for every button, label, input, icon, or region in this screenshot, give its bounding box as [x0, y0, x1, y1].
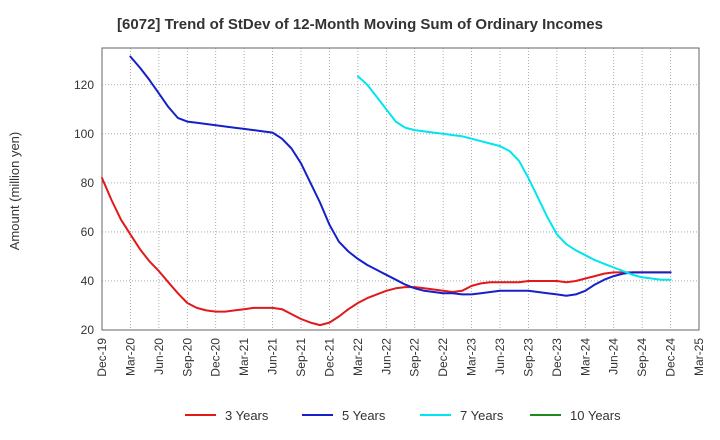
- x-tick-label: Sep-23: [521, 338, 535, 377]
- x-tick-label: Dec-24: [664, 338, 678, 377]
- x-tick-label: Mar-23: [465, 338, 479, 376]
- y-tick-label: 80: [81, 176, 95, 190]
- x-tick-label: Jun-21: [266, 338, 280, 375]
- series-layer: [101, 55, 672, 327]
- x-tick-label: Dec-20: [209, 338, 223, 377]
- series-line-7-years: [356, 75, 672, 281]
- x-tick-label: Dec-21: [322, 338, 336, 377]
- x-tick-label: Sep-20: [180, 338, 194, 377]
- legend-label: 10 Years: [570, 408, 621, 423]
- x-tick-label: Dec-23: [550, 338, 564, 377]
- x-tick-label: Jun-22: [379, 338, 393, 375]
- x-tick-label: Sep-24: [635, 338, 649, 377]
- series-line-5-years: [129, 55, 672, 297]
- x-tick-label: Mar-22: [351, 338, 365, 376]
- y-tick-label: 60: [81, 225, 95, 239]
- x-tick-label: Dec-19: [95, 338, 109, 377]
- legend-label: 3 Years: [225, 408, 269, 423]
- y-tick-label: 120: [74, 78, 94, 92]
- x-tick-label: Mar-25: [692, 338, 706, 376]
- axis-layer: 20 40 60 80 100 120 Dec-19 Mar-20 Jun-20 Sep-20 De…: [74, 78, 706, 377]
- x-tick-label: Sep-22: [408, 338, 422, 377]
- series-line-3-years: [101, 177, 672, 327]
- legend-label: 7 Years: [460, 408, 504, 423]
- y-tick-label: 100: [74, 127, 94, 141]
- y-tick-label: 40: [81, 274, 95, 288]
- plot-frame: [101, 47, 700, 331]
- x-tick-label: Jun-24: [607, 338, 621, 375]
- x-tick-label: Mar-24: [578, 338, 592, 376]
- x-tick-label: Sep-21: [294, 338, 308, 377]
- chart-title: [6072] Trend of StDev of 12-Month Moving…: [117, 16, 603, 33]
- y-tick-label: 20: [81, 323, 95, 337]
- x-tick-label: Mar-21: [237, 338, 251, 376]
- legend-label: 5 Years: [342, 408, 386, 423]
- x-tick-label: Jun-23: [493, 338, 507, 375]
- x-tick-label: Mar-20: [123, 338, 137, 376]
- y-axis-title: Amount (million yen): [7, 132, 22, 251]
- x-tick-label: Jun-20: [152, 338, 166, 375]
- legend: 3 Years 5 Years 7 Years 10 Years: [185, 408, 621, 423]
- x-tick-label: Dec-22: [436, 338, 450, 377]
